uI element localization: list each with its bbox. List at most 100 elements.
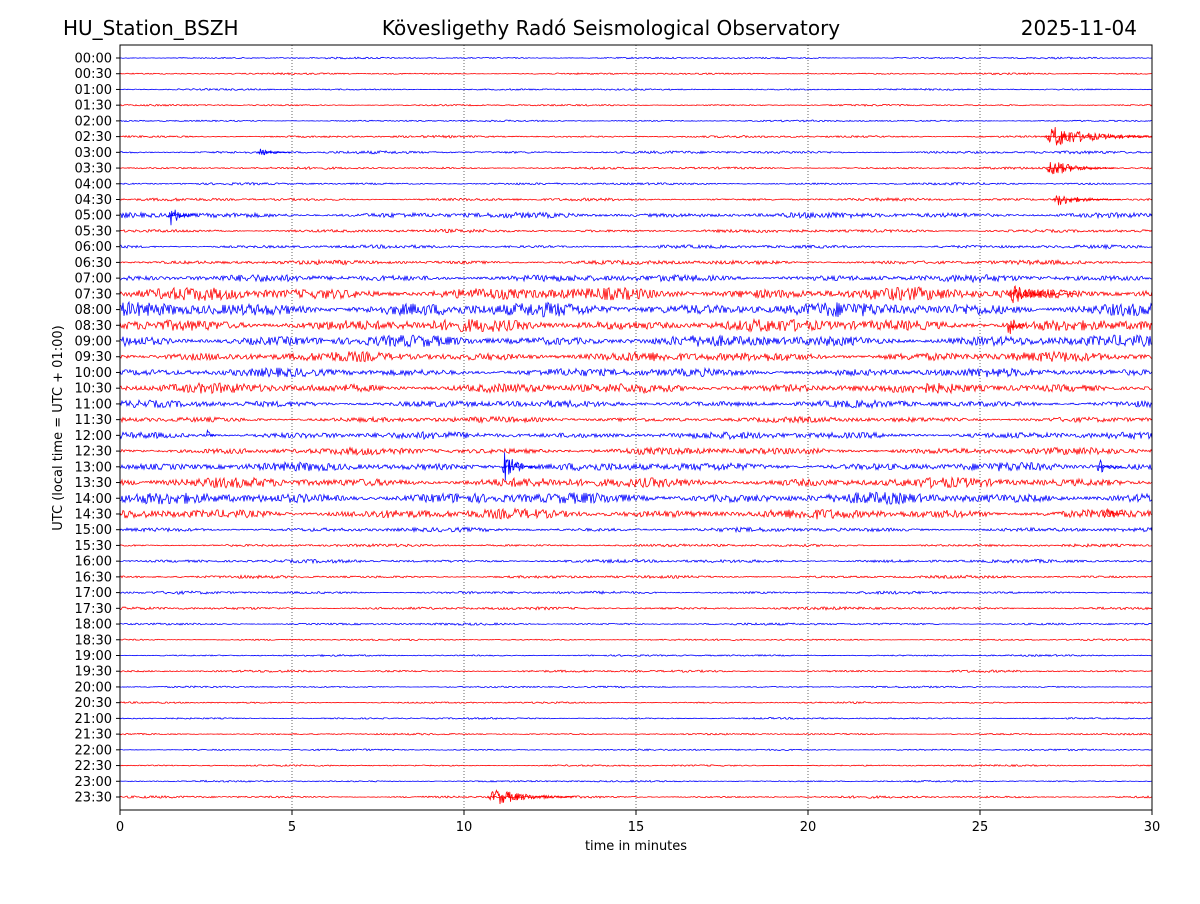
y-tick-label: 22:30 [75, 759, 112, 774]
y-tick-label: 07:00 [75, 272, 112, 287]
y-tick-label: 04:00 [75, 177, 112, 192]
y-tick-label: 06:00 [75, 240, 112, 255]
x-tick-label: 15 [628, 820, 645, 835]
x-tick-label: 0 [116, 820, 124, 835]
y-tick-label: 05:00 [75, 209, 112, 224]
trace [119, 685, 1153, 689]
x-tick-label: 25 [972, 820, 989, 835]
y-tick-label: 12:00 [75, 429, 112, 444]
y-tick-label: 09:00 [75, 335, 112, 350]
event [1007, 285, 1077, 304]
y-tick-label: 07:30 [75, 287, 112, 302]
x-tick-label: 5 [288, 820, 296, 835]
y-tick-label: 19:30 [75, 665, 112, 680]
trace [119, 134, 1153, 139]
trace [119, 273, 1153, 284]
y-tick-label: 14:00 [75, 492, 112, 507]
y-tick-label: 14:30 [75, 507, 112, 522]
y-tick-label: 18:00 [75, 618, 112, 633]
y-tick-label: 20:00 [75, 680, 112, 695]
y-tick-label: 23:30 [75, 791, 112, 806]
event [1096, 458, 1121, 473]
trace [119, 701, 1153, 705]
trace [119, 716, 1153, 720]
y-tick-label: 02:30 [75, 130, 112, 145]
y-tick-label: 15:00 [75, 523, 112, 538]
y-axis-label: UTC (local time = UTC + 01:00) [51, 325, 66, 530]
trace [119, 415, 1153, 424]
y-tick-label: 21:00 [75, 712, 112, 727]
trace [119, 476, 1153, 490]
event [257, 148, 293, 156]
y-tick-label: 04:30 [75, 193, 112, 208]
trace [119, 196, 1153, 202]
event [1103, 507, 1125, 519]
trace [119, 150, 1153, 155]
x-tick-label: 10 [456, 820, 473, 835]
event [1007, 319, 1025, 335]
trace [119, 558, 1153, 565]
trace [119, 166, 1153, 171]
y-tick-label: 01:00 [75, 83, 112, 98]
y-tick-label: 19:00 [75, 649, 112, 664]
trace [119, 590, 1153, 596]
trace [119, 638, 1153, 642]
trace [119, 446, 1153, 456]
y-tick-label: 17:00 [75, 586, 112, 601]
trace [119, 779, 1153, 783]
x-tick-label: 30 [1144, 820, 1161, 835]
trace [119, 211, 1153, 220]
y-tick-label: 12:30 [75, 445, 112, 460]
trace [119, 300, 1153, 318]
chart-title: Kövesligethy Radó Seismological Observat… [382, 16, 840, 40]
trace [119, 398, 1153, 410]
x-tick-label: 20 [800, 820, 817, 835]
y-tick-label: 00:30 [75, 67, 112, 82]
trace [119, 542, 1153, 548]
event [1045, 127, 1153, 146]
trace [119, 258, 1153, 266]
trace [119, 430, 1153, 441]
trace [119, 795, 1153, 799]
trace [119, 491, 1153, 506]
event [487, 789, 574, 805]
y-tick-label: 01:30 [75, 99, 112, 114]
y-tick-label: 15:30 [75, 539, 112, 554]
y-tick-label: 06:30 [75, 256, 112, 271]
y-tick-label: 23:00 [75, 775, 112, 790]
trace [119, 460, 1153, 472]
trace [119, 763, 1153, 768]
y-tick-label: 10:00 [75, 366, 112, 381]
trace [119, 286, 1153, 302]
trace [119, 669, 1153, 674]
x-axis-label: time in minutes [585, 839, 687, 854]
y-tick-label: 17:30 [75, 602, 112, 617]
trace [119, 181, 1153, 186]
date-label: 2025-11-04 [1021, 16, 1137, 40]
trace [119, 243, 1153, 250]
trace [119, 366, 1153, 378]
trace [119, 103, 1153, 107]
y-tick-label: 13:30 [75, 476, 112, 491]
event [205, 428, 217, 438]
trace [119, 119, 1153, 123]
y-tick-label: 00:00 [75, 52, 112, 67]
trace [119, 748, 1153, 752]
trace [119, 317, 1153, 333]
event [1051, 195, 1122, 206]
y-tick-label: 11:30 [75, 413, 112, 428]
y-tick-label: 21:30 [75, 728, 112, 743]
y-tick-label: 22:00 [75, 743, 112, 758]
y-tick-label: 03:30 [75, 162, 112, 177]
y-tick-label: 03:00 [75, 146, 112, 161]
y-tick-label: 13:00 [75, 460, 112, 475]
y-tick-label: 09:30 [75, 350, 112, 365]
plot-area [119, 45, 1153, 810]
trace [119, 56, 1153, 60]
y-tick-label: 20:30 [75, 696, 112, 711]
trace [119, 653, 1153, 658]
y-tick-label: 11:00 [75, 397, 112, 412]
trace [119, 574, 1153, 580]
y-tick-label: 08:30 [75, 319, 112, 334]
